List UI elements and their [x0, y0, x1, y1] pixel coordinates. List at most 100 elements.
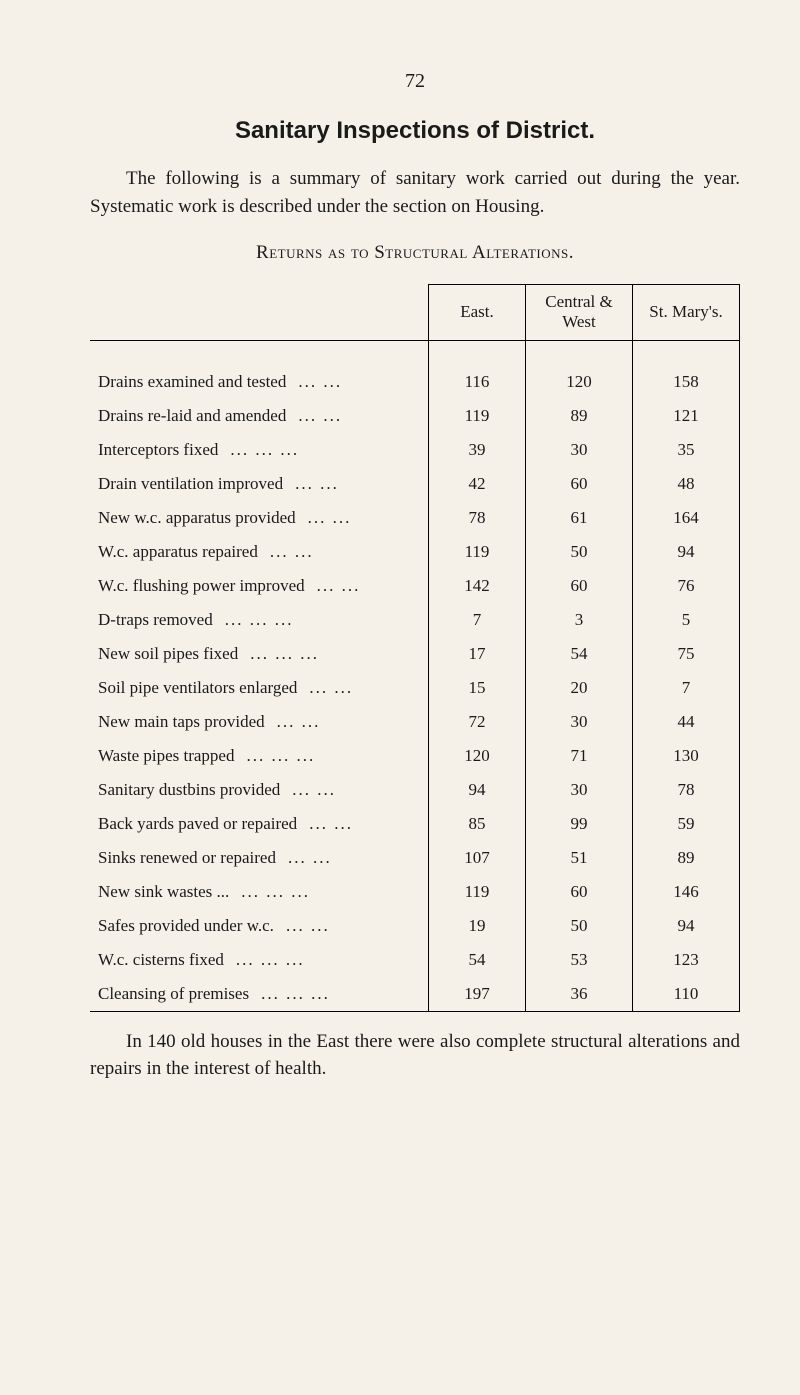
- col-head-east: East.: [429, 285, 526, 341]
- cell-st-marys: 110: [633, 977, 740, 1012]
- row-desc-text: Sinks renewed or repaired: [98, 848, 276, 867]
- cell-east: 107: [429, 841, 526, 875]
- cell-central-west: 71: [526, 739, 633, 773]
- leader-dots: ... ...: [296, 508, 352, 527]
- cell-central-west: 120: [526, 365, 633, 399]
- row-description: Sanitary dustbins provided... ...: [90, 773, 429, 807]
- row-description: Back yards paved or repaired... ...: [90, 807, 429, 841]
- table-row: Sanitary dustbins provided... ...943078: [90, 773, 740, 807]
- cell-east: 78: [429, 501, 526, 535]
- leader-dots: ... ...: [297, 678, 353, 697]
- document-page: 72 Sanitary Inspections of District. The…: [0, 0, 800, 1162]
- cell-east: 119: [429, 535, 526, 569]
- cell-central-west: 99: [526, 807, 633, 841]
- row-desc-text: New w.c. apparatus provided: [98, 508, 296, 527]
- cell-east: 17: [429, 637, 526, 671]
- cell-central-west: 20: [526, 671, 633, 705]
- cell-central-west: 54: [526, 637, 633, 671]
- intro-paragraph: The following is a summary of sanitary w…: [90, 165, 740, 220]
- cell-east: 119: [429, 399, 526, 433]
- row-desc-text: Drains examined and tested: [98, 372, 286, 391]
- cell-st-marys: 94: [633, 909, 740, 943]
- table-row: D-traps removed... ... ...735: [90, 603, 740, 637]
- leader-dots: ... ... ...: [234, 746, 315, 765]
- leader-dots: ... ... ...: [249, 984, 330, 1003]
- row-desc-text: W.c. apparatus repaired: [98, 542, 258, 561]
- cell-st-marys: 35: [633, 433, 740, 467]
- row-description: W.c. apparatus repaired... ...: [90, 535, 429, 569]
- cell-st-marys: 164: [633, 501, 740, 535]
- leader-dots: ... ...: [286, 406, 342, 425]
- leader-dots: ... ...: [265, 712, 321, 731]
- cell-st-marys: 123: [633, 943, 740, 977]
- row-description: New sink wastes ...... ... ...: [90, 875, 429, 909]
- cell-st-marys: 94: [633, 535, 740, 569]
- cell-east: 120: [429, 739, 526, 773]
- cell-st-marys: 7: [633, 671, 740, 705]
- cell-st-marys: 5: [633, 603, 740, 637]
- cell-st-marys: 89: [633, 841, 740, 875]
- leader-dots: ... ...: [280, 780, 336, 799]
- cell-st-marys: 59: [633, 807, 740, 841]
- cell-st-marys: 75: [633, 637, 740, 671]
- table-row: Soil pipe ventilators enlarged... ...152…: [90, 671, 740, 705]
- cell-central-west: 30: [526, 433, 633, 467]
- cell-central-west: 60: [526, 467, 633, 501]
- cell-east: 72: [429, 705, 526, 739]
- leader-dots: ... ...: [258, 542, 314, 561]
- row-desc-text: Cleansing of premises: [98, 984, 249, 1003]
- row-desc-text: Soil pipe ventilators enlarged: [98, 678, 297, 697]
- cell-st-marys: 146: [633, 875, 740, 909]
- row-description: New main taps provided... ...: [90, 705, 429, 739]
- cell-st-marys: 76: [633, 569, 740, 603]
- cell-st-marys: 48: [633, 467, 740, 501]
- col-head-central-west: Central & West: [526, 285, 633, 341]
- cell-east: 119: [429, 875, 526, 909]
- table-header-row: East. Central & West St. Mary's.: [90, 285, 740, 341]
- col-head-st-marys: St. Mary's.: [633, 285, 740, 341]
- cell-east: 85: [429, 807, 526, 841]
- row-description: Waste pipes trapped... ... ...: [90, 739, 429, 773]
- table-row: Drains examined and tested... ...1161201…: [90, 365, 740, 399]
- row-description: Safes provided under w.c.... ...: [90, 909, 429, 943]
- page-title: Sanitary Inspections of District.: [90, 117, 740, 145]
- table-row: New sink wastes ...... ... ...11960146: [90, 875, 740, 909]
- leader-dots: ... ... ...: [218, 440, 299, 459]
- row-description: Drain ventilation improved... ...: [90, 467, 429, 501]
- cell-central-west: 50: [526, 535, 633, 569]
- cell-central-west: 30: [526, 705, 633, 739]
- row-desc-text: Drains re-laid and amended: [98, 406, 286, 425]
- table-row: New w.c. apparatus provided... ...786116…: [90, 501, 740, 535]
- cell-st-marys: 121: [633, 399, 740, 433]
- table-row: Waste pipes trapped... ... ...12071130: [90, 739, 740, 773]
- row-description: Cleansing of premises... ... ...: [90, 977, 429, 1012]
- cell-central-west: 53: [526, 943, 633, 977]
- table-row: Interceptors fixed... ... ...393035: [90, 433, 740, 467]
- cell-central-west: 51: [526, 841, 633, 875]
- row-desc-text: Drain ventilation improved: [98, 474, 283, 493]
- row-description: Soil pipe ventilators enlarged... ...: [90, 671, 429, 705]
- cell-east: 197: [429, 977, 526, 1012]
- cell-east: 142: [429, 569, 526, 603]
- table-row: Safes provided under w.c.... ...195094: [90, 909, 740, 943]
- row-description: D-traps removed... ... ...: [90, 603, 429, 637]
- row-description: New soil pipes fixed... ... ...: [90, 637, 429, 671]
- row-description: Drains examined and tested... ...: [90, 365, 429, 399]
- table-row: Drain ventilation improved... ...426048: [90, 467, 740, 501]
- leader-dots: ... ... ...: [238, 644, 319, 663]
- row-description: Interceptors fixed... ... ...: [90, 433, 429, 467]
- cell-central-west: 89: [526, 399, 633, 433]
- table-row: New main taps provided... ...723044: [90, 705, 740, 739]
- cell-east: 19: [429, 909, 526, 943]
- table-row: W.c. apparatus repaired... ...1195094: [90, 535, 740, 569]
- row-desc-text: Safes provided under w.c.: [98, 916, 274, 935]
- cell-east: 39: [429, 433, 526, 467]
- row-desc-text: Back yards paved or repaired: [98, 814, 297, 833]
- row-desc-text: D-traps removed: [98, 610, 213, 629]
- row-desc-text: New sink wastes ...: [98, 882, 229, 901]
- cell-central-west: 3: [526, 603, 633, 637]
- cell-st-marys: 130: [633, 739, 740, 773]
- table-row: New soil pipes fixed... ... ...175475: [90, 637, 740, 671]
- cell-central-west: 30: [526, 773, 633, 807]
- table-row: Drains re-laid and amended... ... 1198912…: [90, 399, 740, 433]
